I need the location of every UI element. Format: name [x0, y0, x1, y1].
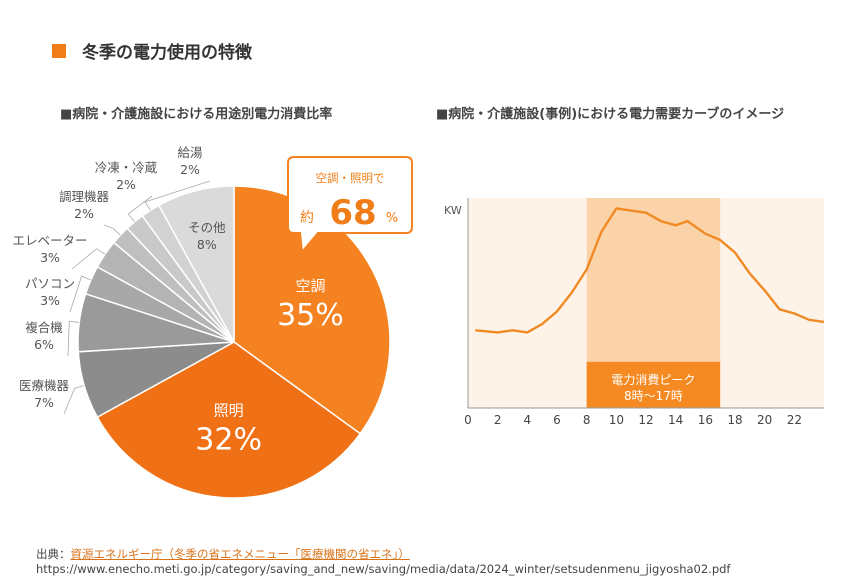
- x-tick-label: 14: [668, 413, 683, 427]
- pie-value: 35%: [277, 298, 344, 333]
- pie-leader-line: [127, 195, 153, 223]
- y-axis-label: KW: [444, 204, 462, 217]
- title-marker: [52, 44, 66, 58]
- pie-value: 8%: [197, 237, 217, 252]
- x-tick-label: 20: [757, 413, 772, 427]
- x-tick-label: 18: [727, 413, 742, 427]
- pie-label: 医療機器: [19, 378, 70, 393]
- pie-label: パソコン: [25, 276, 75, 291]
- pie-label: 複合機: [25, 320, 63, 335]
- pie-label: その他: [188, 220, 226, 235]
- callout-unit: %: [386, 211, 398, 226]
- peak-label-box: [586, 361, 721, 408]
- pie-slice: [233, 185, 391, 435]
- pie-chart-subtitle: ■病院・介護施設における用途別電力消費比率: [60, 107, 333, 122]
- pie-chart: 空調 35% 照明 32% 医療機器 7% 複合機 6% パソコン 3% エレベーター 3% 調理機器 2…: [12, 145, 413, 499]
- line-chart-subtitle: ■病院・介護施設(事例)における電力需要カーブのイメージ: [436, 107, 785, 122]
- pie-leader-line: [103, 224, 121, 236]
- x-tick-label: 4: [524, 413, 532, 427]
- pie-value: 2%: [180, 162, 200, 177]
- x-tick-label: 6: [553, 413, 561, 427]
- callout-prefix: 約: [300, 210, 314, 226]
- pie-value: 3%: [40, 250, 60, 265]
- demand-curve-chart: 電力消費ピーク 8時～17時 KW 0 2 4 6 8 10 12 14 16 18 20 22: [444, 198, 825, 427]
- pie-value: 3%: [40, 293, 60, 308]
- x-tick-label: 0: [464, 413, 472, 427]
- x-tick-label: 2: [494, 413, 502, 427]
- pie-value: 2%: [116, 177, 136, 192]
- pie-leader-line: [71, 248, 106, 270]
- pie-slice: [157, 185, 235, 343]
- pie-value: 32%: [195, 423, 262, 458]
- pie-value: 2%: [74, 206, 94, 221]
- pie-label: 調理機器: [59, 189, 110, 204]
- source-citation: 出典：資源エネルギー庁（冬季の省エネメニュー「医療機関の省エネ」）: [36, 546, 410, 562]
- callout-caption: 空調・照明で: [316, 171, 385, 185]
- callout-bubble: [287, 156, 413, 255]
- page-title: 冬季の電力使用の特徴: [82, 43, 252, 63]
- source-link[interactable]: 資源エネルギー庁（冬季の省エネメニュー「医療機関の省エネ」）: [70, 547, 410, 561]
- pie-leader-line: [67, 320, 80, 357]
- x-tick-label: 8: [583, 413, 591, 427]
- callout-value: 68: [329, 193, 376, 233]
- x-tick-label: 22: [787, 413, 802, 427]
- pie-label: 冷凍・冷蔵: [95, 160, 158, 175]
- pie-label: 給湯: [177, 145, 202, 160]
- source-prefix: 出典：: [36, 547, 71, 561]
- x-tick-label: 16: [698, 413, 713, 427]
- pie-label: エレベーター: [12, 233, 87, 248]
- pie-label: 照明: [214, 402, 244, 420]
- pie-leader-line: [63, 385, 85, 415]
- pie-leader-line: [69, 275, 91, 313]
- pie-slice: [96, 341, 362, 499]
- pie-value: 6%: [34, 337, 54, 352]
- x-tick-label: 10: [609, 413, 624, 427]
- peak-label-line2: 8時～17時: [624, 389, 683, 403]
- pie-value: 7%: [34, 395, 54, 410]
- pie-label: 空調: [295, 277, 325, 295]
- peak-label-line1: 電力消費ピーク: [611, 372, 695, 387]
- demand-curve-line: [475, 207, 825, 334]
- source-url[interactable]: https://www.enecho.meti.go.jp/category/s…: [36, 562, 731, 576]
- pie-leader-line: [144, 180, 211, 211]
- x-tick-label: 12: [638, 413, 653, 427]
